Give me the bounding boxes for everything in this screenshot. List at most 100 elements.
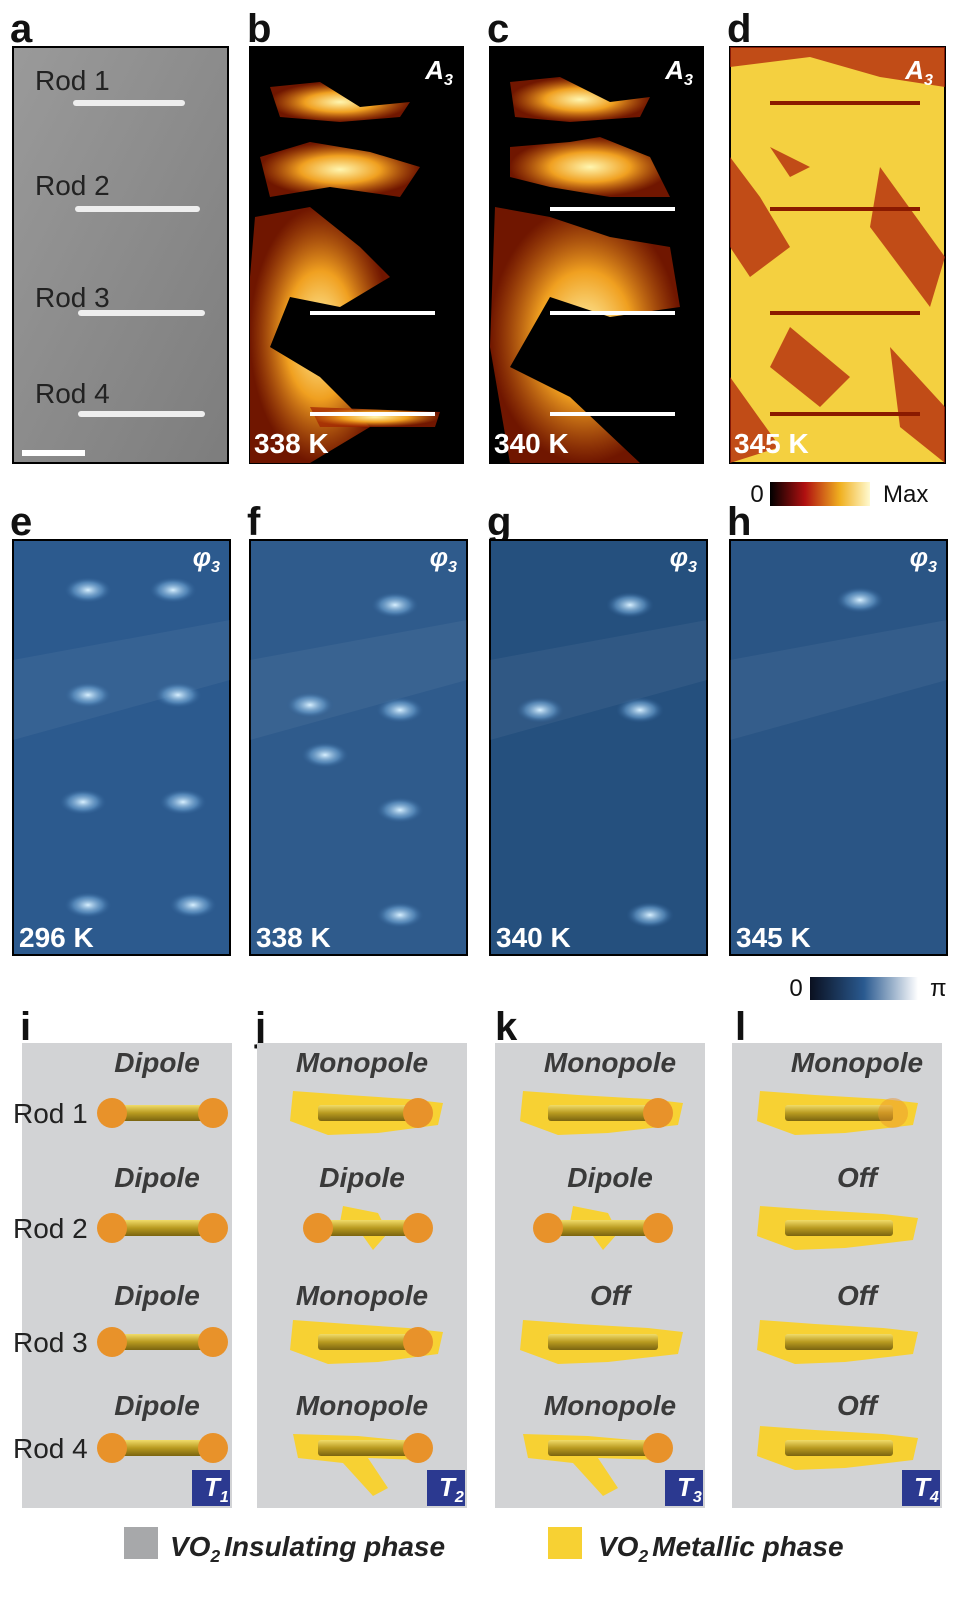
metallic-domain bbox=[270, 82, 410, 122]
insulating-domain bbox=[890, 347, 945, 463]
sem-image bbox=[12, 46, 229, 464]
panel-letter: i bbox=[20, 1005, 31, 1049]
text-part: A bbox=[424, 55, 444, 85]
charge-node bbox=[97, 1433, 127, 1463]
panel-letter: d bbox=[727, 7, 751, 51]
panel-letter: a bbox=[10, 7, 33, 51]
colorbar-min: 0 bbox=[750, 481, 763, 508]
mode-label: Monopole bbox=[296, 1047, 428, 1078]
panel-letter: j bbox=[254, 1005, 266, 1049]
phase-spot bbox=[376, 697, 424, 723]
stage-label: T2 bbox=[439, 1472, 464, 1506]
rod-label: Rod 1 bbox=[13, 1098, 88, 1129]
phase-spot bbox=[59, 789, 107, 815]
nanorod bbox=[112, 1220, 213, 1236]
nanorod bbox=[112, 1440, 213, 1456]
mode-label: Dipole bbox=[319, 1162, 405, 1193]
image-panel bbox=[249, 539, 468, 956]
nanorod bbox=[78, 310, 205, 316]
text-part: φ bbox=[430, 542, 448, 572]
colorbar-max: π bbox=[930, 975, 947, 1002]
temperature-label: 345 K bbox=[734, 428, 809, 459]
legend-swatch bbox=[548, 1527, 582, 1559]
temperature-label: 340 K bbox=[494, 428, 569, 459]
subscript: 2 bbox=[209, 1546, 220, 1566]
legend-swatch bbox=[124, 1527, 158, 1559]
metallic-domain bbox=[510, 137, 670, 197]
panel-letter: k bbox=[495, 1005, 518, 1049]
phase-image bbox=[729, 539, 948, 956]
charge-node bbox=[403, 1098, 433, 1128]
nanorod bbox=[318, 1440, 418, 1456]
nanorod bbox=[785, 1334, 893, 1350]
nanorod bbox=[548, 1220, 658, 1236]
subscript: 3 bbox=[688, 558, 697, 576]
text-part: VO bbox=[170, 1531, 211, 1562]
mode-label: Monopole bbox=[296, 1390, 428, 1421]
phase-image bbox=[489, 539, 708, 956]
quantity-label: φ3 bbox=[910, 542, 937, 576]
panel-letter: f bbox=[247, 500, 261, 544]
phase-spot bbox=[371, 592, 419, 618]
nanorod bbox=[785, 1220, 893, 1236]
charge-node bbox=[97, 1327, 127, 1357]
colorbar bbox=[810, 977, 918, 1000]
subscript: 3 bbox=[444, 71, 453, 89]
subscript: 3 bbox=[211, 558, 220, 576]
subscript: 2 bbox=[637, 1546, 648, 1566]
mode-label: Off bbox=[837, 1162, 880, 1193]
nanorod bbox=[112, 1334, 213, 1350]
panel-letter: h bbox=[727, 500, 751, 544]
nanorod bbox=[78, 411, 205, 417]
phase-spot bbox=[154, 682, 202, 708]
mode-label: Monopole bbox=[296, 1280, 428, 1311]
temperature-label: 338 K bbox=[254, 428, 329, 459]
text-part: T bbox=[204, 1472, 222, 1502]
text-part: φ bbox=[910, 542, 928, 572]
mode-label: Monopole bbox=[791, 1047, 923, 1078]
phase-spot bbox=[516, 697, 564, 723]
phase-spot bbox=[376, 902, 424, 928]
phase-spot bbox=[301, 742, 349, 768]
insulating-domain bbox=[730, 47, 945, 87]
charge-node bbox=[198, 1213, 228, 1243]
phase-texture bbox=[13, 620, 230, 740]
phase-spot bbox=[286, 692, 334, 718]
panel-letter: c bbox=[487, 7, 509, 51]
insulating-domain bbox=[730, 377, 780, 463]
charge-node bbox=[643, 1098, 673, 1128]
insulating-domain bbox=[770, 327, 850, 407]
nanorod bbox=[770, 412, 920, 416]
temperature-label: 340 K bbox=[496, 922, 571, 953]
nanorod bbox=[785, 1105, 893, 1121]
rod-label: Rod 3 bbox=[35, 282, 110, 313]
nanorod bbox=[318, 1334, 418, 1350]
text-part: T bbox=[914, 1472, 932, 1502]
mode-label: Off bbox=[837, 1390, 880, 1421]
rod-label: Rod 3 bbox=[13, 1327, 88, 1358]
mode-label: Dipole bbox=[114, 1162, 200, 1193]
mode-label: Dipole bbox=[114, 1280, 200, 1311]
subscript: 3 bbox=[693, 1488, 702, 1506]
charge-node bbox=[97, 1213, 127, 1243]
temperature-label: 296 K bbox=[19, 922, 94, 953]
image-panel bbox=[12, 539, 231, 956]
charge-node bbox=[403, 1433, 433, 1463]
phase-spot bbox=[149, 577, 197, 603]
text-part: T bbox=[439, 1472, 457, 1502]
mode-label: Monopole bbox=[544, 1047, 676, 1078]
mode-label: Dipole bbox=[114, 1390, 200, 1421]
charge-node bbox=[198, 1433, 228, 1463]
nanorod bbox=[548, 1105, 658, 1121]
phase-spot bbox=[836, 587, 884, 613]
charge-node bbox=[403, 1213, 433, 1243]
stage-badge bbox=[665, 1470, 703, 1506]
nanorod bbox=[310, 311, 435, 315]
temperature-label: 345 K bbox=[736, 922, 811, 953]
metallic-domain bbox=[260, 142, 420, 197]
rod-label: Rod 1 bbox=[35, 65, 110, 96]
text-part: T bbox=[677, 1472, 695, 1502]
charge-node bbox=[643, 1433, 673, 1463]
